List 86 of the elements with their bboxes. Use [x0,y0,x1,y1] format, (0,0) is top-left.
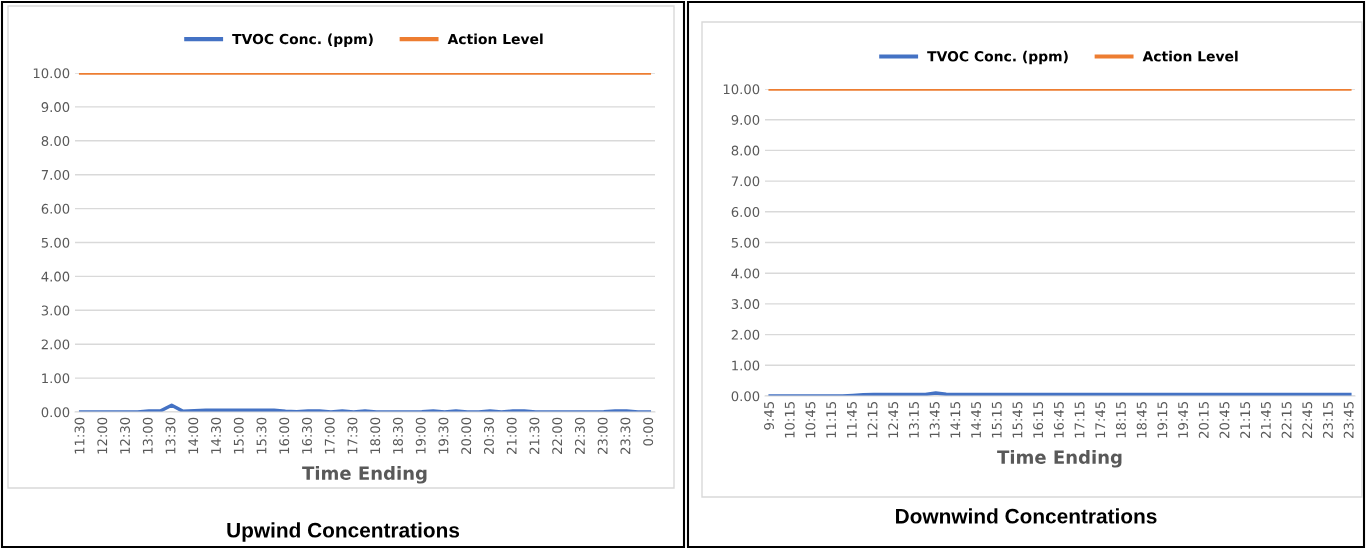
y-tick-label: 3.00 [41,305,70,316]
x-tick-label: 21:00 [506,417,517,454]
y-tick-label: 7.00 [731,176,760,187]
x-tick-label: 13:00 [142,417,153,454]
legend-label: TVOC Conc. (ppm) [232,33,373,47]
y-tick-label: 10.00 [723,84,760,95]
x-tick-label: 22:00 [552,417,563,454]
x-tick-label: 21:15 [1240,402,1251,438]
x-tick-label: 14:15 [950,402,961,438]
x-tick-label: 11:15 [826,402,837,438]
y-tick-label: 9.00 [41,102,70,113]
y-tick-label: 1.00 [42,373,70,384]
x-tick-label: 22:30 [574,417,585,454]
x-tick-label: 16:45 [1053,402,1064,438]
text: Downwind Concentrations [896,508,1157,524]
x-tick-label: 16:30 [301,417,312,454]
x-tick-label: 15:45 [1012,402,1023,438]
x-tick-label: 14:00 [188,417,199,454]
x-tick-label: 14:30 [211,417,221,454]
y-tick-label: 0.00 [731,391,760,402]
x-tick-label: 10:45 [805,402,816,438]
y-tick-label: 4.00 [41,271,70,282]
x-tick-label: 19:15 [1157,402,1168,438]
x-tick-label: 20:00 [461,417,472,454]
x-tick-label: 11:45 [847,402,857,438]
y-tick-label: 6.00 [731,207,760,217]
legend-label: Action Level [447,33,543,45]
x-axis-title: Time Ending [997,450,1122,468]
x-tick-label: 17:30 [347,417,358,454]
y-tick-label: 6.00 [41,203,70,214]
x-tick-label: 13:30 [165,417,176,454]
x-tick-label: 14:45 [971,402,982,438]
x-tick-label: 20:15 [1198,402,1209,438]
x-tick-label: 23:30 [620,417,631,454]
y-tick-label: 9.00 [731,114,760,125]
x-tick-label: 19:30 [438,417,449,454]
y-tick-label: 10.00 [33,68,70,79]
x-tick-label: 21:30 [529,417,540,454]
x-tick-label: 12:00 [97,417,108,454]
text: Upwind Concentrations [227,522,460,542]
x-tick-label: 18:00 [370,417,381,454]
x-tick-label: 21:45 [1260,402,1271,438]
x-tick-label: 18:45 [1136,402,1147,438]
x-tick-label: 23:15 [1322,402,1333,438]
x-tick-label: 19:00 [415,417,426,454]
y-tick-label: 5.00 [731,237,760,248]
y-tick-label: 8.00 [41,136,70,146]
y-tick-label: 1.00 [732,360,760,371]
y-tick-label: 2.00 [41,339,70,350]
x-tick-label: 12:30 [120,417,130,454]
x-tick-label: 17:45 [1095,402,1106,438]
x-tick-label: 22:15 [1281,402,1292,438]
y-tick-label: 4.00 [731,268,760,279]
x-tick-label: 23:45 [1343,402,1354,438]
x-tick-label: 17:00 [324,417,335,454]
x-tick-label: 15:00 [233,417,244,454]
y-tick-label: 0.00 [41,407,70,418]
x-tick-label: 12:45 [888,402,899,438]
x-tick-label: 10:15 [784,402,795,438]
y-tick-label: 8.00 [731,145,760,156]
x-tick-label: 22:45 [1302,402,1313,438]
x-tick-label: 20:45 [1219,402,1230,438]
x-tick-label: 18:15 [1115,402,1126,438]
legend-label: Action Level [1142,50,1238,62]
x-tick-label: 9:45 [764,402,774,430]
x-tick-label: 13:15 [908,402,919,438]
x-tick-label: 19:45 [1178,402,1189,438]
x-tick-label: 15:30 [256,417,267,454]
x-tick-label: 15:15 [991,402,1002,438]
y-tick-label: 7.00 [41,169,70,180]
x-tick-label: 16:15 [1033,402,1044,438]
y-tick-label: 3.00 [731,299,760,310]
x-tick-label: 0:00 [643,417,654,446]
y-tick-label: 2.00 [731,329,760,340]
x-tick-label: 16:00 [279,417,290,454]
x-tick-label: 13:45 [929,402,940,438]
x-tick-label: 12:15 [867,402,878,438]
x-axis-title: Time Ending [302,466,427,484]
x-tick-label: 20:30 [483,417,494,454]
x-tick-label: 11:30 [74,417,85,454]
x-tick-label: 23:00 [597,417,608,454]
legend-label: TVOC Conc. (ppm) [927,50,1068,65]
x-tick-label: 17:15 [1074,402,1085,438]
x-tick-label: 18:30 [392,417,403,454]
y-tick-label: 5.00 [41,237,70,248]
line-series [78,403,652,412]
